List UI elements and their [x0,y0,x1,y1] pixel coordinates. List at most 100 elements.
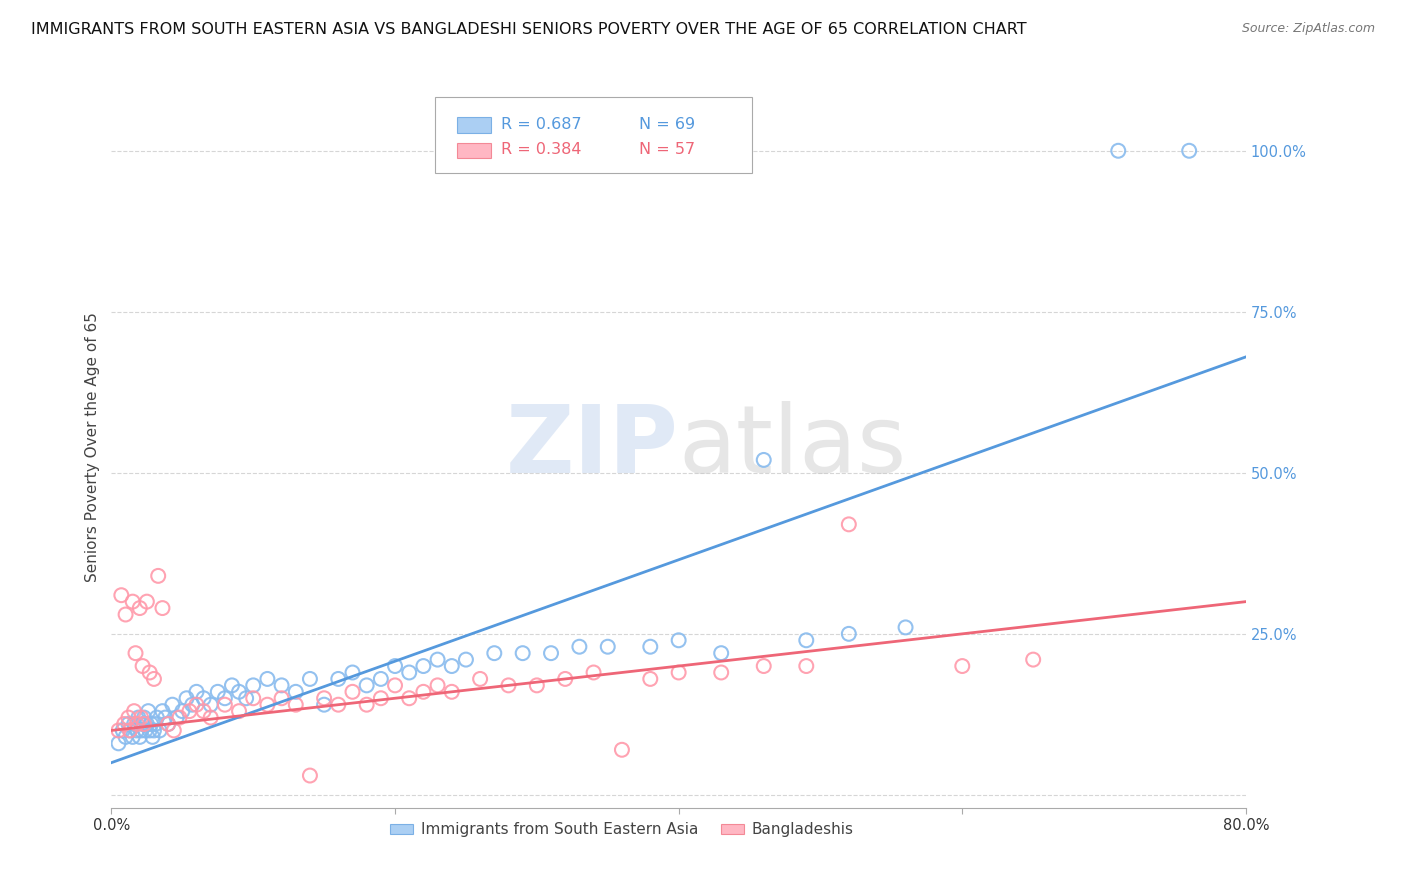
Text: N = 57: N = 57 [638,142,695,157]
Point [228,685,250,699]
Point [221,678,243,692]
Point [484,646,506,660]
Point [214,691,236,706]
Point [110,588,132,602]
Text: IMMIGRANTS FROM SOUTH EASTERN ASIA VS BANGLADESHI SENIORS POVERTY OVER THE AGE O: IMMIGRANTS FROM SOUTH EASTERN ASIA VS BA… [31,22,1026,37]
Point [950,659,973,673]
Point [228,704,250,718]
Point [596,640,619,654]
Point [135,717,157,731]
Point [794,659,817,673]
Point [298,672,321,686]
Point [155,710,177,724]
Point [179,704,201,718]
Point [128,730,150,744]
Point [107,736,129,750]
Point [256,698,278,712]
Text: ZIP: ZIP [506,401,679,493]
Point [298,768,321,782]
Point [142,672,165,686]
Point [117,717,139,731]
Point [121,594,143,608]
Point [328,698,350,712]
Point [342,685,364,699]
Point [894,620,917,634]
Point [640,640,662,654]
Point [176,691,198,706]
Point [242,691,264,706]
Point [129,723,152,738]
Point [132,717,155,731]
Point [668,633,690,648]
Point [370,672,392,686]
Point [314,698,336,712]
Point [114,730,136,744]
Point [118,723,141,738]
Legend: Immigrants from South Eastern Asia, Bangladeshis: Immigrants from South Eastern Asia, Bang… [384,816,859,844]
Point [122,704,145,718]
Point [162,698,184,712]
Point [398,691,420,706]
Point [152,601,174,615]
Point [640,672,662,686]
Text: R = 0.687: R = 0.687 [501,117,581,132]
Point [512,646,534,660]
Point [107,723,129,738]
Point [540,646,562,660]
Point [440,685,463,699]
Point [149,723,172,738]
Point [193,691,215,706]
Point [138,723,160,738]
Point [370,691,392,706]
Point [134,723,156,738]
Point [284,685,307,699]
Point [112,717,135,731]
Point [125,723,148,738]
Point [568,640,591,654]
Point [169,710,191,724]
Point [794,633,817,648]
Point [270,691,292,706]
Point [207,685,229,699]
Point [710,665,733,680]
Point [138,665,160,680]
Text: Source: ZipAtlas.com: Source: ZipAtlas.com [1241,22,1375,36]
Point [214,698,236,712]
Point [127,710,149,724]
Point [125,717,148,731]
Point [398,665,420,680]
Point [242,678,264,692]
FancyBboxPatch shape [457,143,492,159]
Point [146,710,169,724]
Point [284,698,307,712]
Point [384,678,406,692]
Point [468,672,491,686]
Point [186,698,208,712]
Point [172,704,194,718]
Point [356,698,378,712]
Point [838,517,860,532]
Point [114,607,136,622]
Point [1107,144,1129,158]
Point [838,627,860,641]
Point [131,659,153,673]
FancyBboxPatch shape [434,97,752,173]
Point [200,710,222,724]
FancyBboxPatch shape [457,118,492,133]
Point [121,730,143,744]
Point [117,710,139,724]
Point [328,672,350,686]
Point [186,685,208,699]
Point [412,659,434,673]
Point [163,723,186,738]
Point [148,569,170,583]
Point [142,723,165,738]
Text: R = 0.384: R = 0.384 [501,142,581,157]
Point [118,723,141,738]
Point [235,691,257,706]
Text: N = 69: N = 69 [638,117,695,132]
Point [193,704,215,718]
Point [710,646,733,660]
Point [314,691,336,706]
Point [752,659,775,673]
